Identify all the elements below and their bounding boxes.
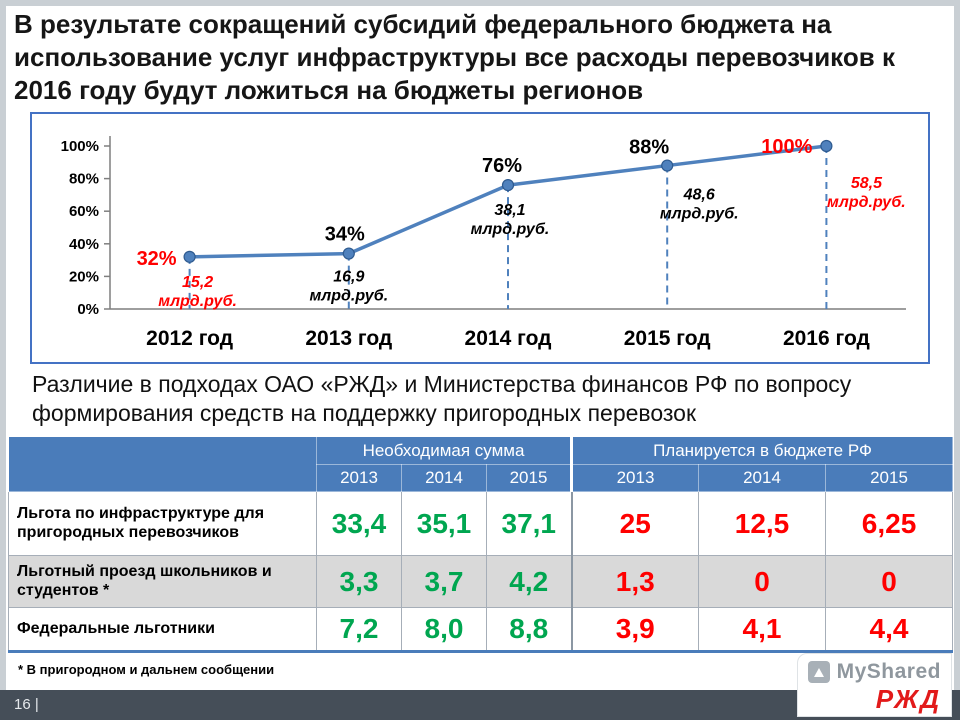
svg-text:100%: 100% <box>61 138 99 155</box>
svg-text:32%: 32% <box>137 248 177 270</box>
svg-text:80%: 80% <box>69 171 99 188</box>
group-header-needed: Необходимая сумма <box>316 436 572 465</box>
row-label: Льготный проезд школьников и студентов * <box>8 555 317 608</box>
svg-text:2016 год: 2016 год <box>783 327 870 350</box>
table-row: Льгота по инфраструктуре для пригородных… <box>8 491 954 556</box>
svg-text:2012 год: 2012 год <box>146 327 233 350</box>
svg-text:60%: 60% <box>69 203 99 220</box>
value-cell: 6,25 <box>824 491 954 556</box>
myshared-label: MyShared <box>836 659 941 683</box>
value-cell: 1,3 <box>570 555 699 608</box>
value-cell: 37,1 <box>486 491 572 556</box>
group-header-planned: Планируется в бюджете РФ <box>569 436 954 465</box>
table-year-header-row: 2013 2014 2015 2013 2014 2015 <box>9 464 954 492</box>
year-header: 2014 <box>401 464 487 492</box>
chart-svg: 100% 80% 60% 40% 20% 0% 32% 34% 76% 88% 100% 15,2 мл… <box>61 136 906 350</box>
svg-text:40%: 40% <box>69 236 99 253</box>
svg-text:88%: 88% <box>629 137 669 159</box>
value-cell: 4,4 <box>824 607 954 652</box>
line-chart: 100% 80% 60% 40% 20% 0% 32% 34% 76% 88% 100% 15,2 мл… <box>30 112 930 364</box>
svg-text:76%: 76% <box>482 155 522 177</box>
year-header: 2015 <box>824 464 954 492</box>
row-label: Федеральные льготники <box>8 607 317 652</box>
table-row: Федеральные льготники 7,2 8,0 8,8 3,9 4,… <box>8 607 954 652</box>
value-cell: 35,1 <box>401 491 487 556</box>
svg-text:34%: 34% <box>325 224 365 246</box>
slide-canvas: В результате сокращений субсидий федерал… <box>6 6 954 690</box>
svg-text:2015 год: 2015 год <box>624 327 711 350</box>
value-cell: 8,8 <box>486 607 572 652</box>
value-cell: 3,7 <box>401 555 487 608</box>
value-cell: 8,0 <box>401 607 487 652</box>
year-header: 2014 <box>698 464 826 492</box>
svg-text:0%: 0% <box>77 301 99 318</box>
myshared-arrow-icon <box>807 660 830 683</box>
value-cell: 25 <box>570 491 699 556</box>
slide-subtitle: Различие в подходах ОАО «РЖД» и Министер… <box>32 371 852 427</box>
svg-text:2014 год: 2014 год <box>465 327 552 350</box>
value-cell: 0 <box>698 555 826 608</box>
value-cell: 33,4 <box>316 491 402 556</box>
year-header: 2015 <box>486 464 572 492</box>
table-corner-cell <box>8 436 317 492</box>
myshared-logo: MyShared <box>807 659 941 684</box>
value-cell: 4,1 <box>698 607 826 652</box>
year-header: 2013 <box>316 464 402 492</box>
table-group-header-row: Необходимая сумма Планируется в бюджете … <box>8 436 954 492</box>
value-cell: 4,2 <box>486 555 572 608</box>
footnote: * В пригородном и дальнем сообщении <box>18 662 275 677</box>
comparison-table: Необходимая сумма Планируется в бюджете … <box>8 436 954 653</box>
row-label: Льгота по инфраструктуре для пригородных… <box>8 491 317 556</box>
value-cell: 12,5 <box>698 491 826 556</box>
myshared-watermark[interactable]: MyShared РЖД <box>796 652 952 717</box>
value-cell: 3,3 <box>316 555 402 608</box>
page-number: 16 | <box>14 696 39 713</box>
rzd-logo: РЖД <box>875 683 941 714</box>
value-cell: 7,2 <box>316 607 402 652</box>
svg-text:20%: 20% <box>69 268 99 285</box>
slide-title: В результате сокращений субсидий федерал… <box>14 9 895 106</box>
value-cell: 0 <box>824 555 954 608</box>
table-row: Льготный проезд школьников и студентов *… <box>8 555 954 608</box>
value-cell: 3,9 <box>570 607 699 652</box>
year-header: 2013 <box>570 464 699 492</box>
svg-text:100%: 100% <box>761 136 812 158</box>
svg-text:2013 год: 2013 год <box>305 327 392 350</box>
